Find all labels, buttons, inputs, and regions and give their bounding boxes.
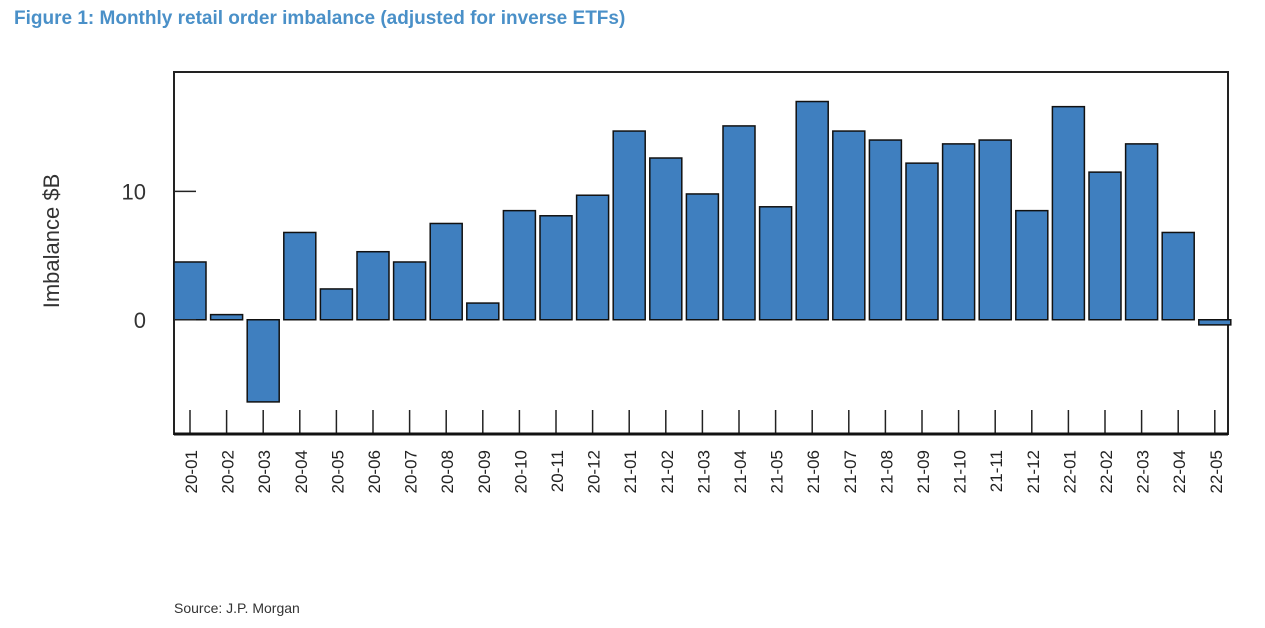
x-tick-label: 20-09 [475, 450, 494, 493]
source-note: Source: J.P. Morgan [174, 600, 300, 616]
bar-20-07 [392, 261, 427, 321]
bar-20-05 [319, 288, 354, 321]
bar-21-10 [941, 143, 976, 321]
bar-22-03 [1124, 143, 1159, 321]
x-tick-label: 20-08 [438, 450, 457, 493]
x-tick-label: 20-12 [585, 450, 604, 493]
x-tick-label: 20-10 [511, 450, 530, 493]
y-tick-label: 0 [134, 308, 146, 333]
x-tick-label: 21-01 [621, 450, 640, 493]
bar-20-06 [356, 250, 390, 321]
bar-21-04 [722, 125, 756, 321]
bar-22-05 [1198, 319, 1232, 326]
x-tick-label: 21-03 [694, 450, 713, 493]
bar-21-02 [649, 157, 683, 321]
bar-21-05 [758, 206, 793, 321]
bar-21-07 [832, 130, 866, 321]
x-tick-label: 22-01 [1060, 450, 1079, 493]
bar-20-02 [209, 313, 244, 321]
x-tick-label: 21-07 [841, 450, 860, 493]
x-tick-label: 21-08 [877, 450, 896, 493]
x-tick-label: 20-02 [219, 450, 238, 493]
bar-21-08 [868, 139, 903, 321]
x-tick-label: 20-07 [402, 450, 421, 493]
x-tick-label: 21-09 [914, 450, 933, 493]
y-axis-label: Imbalance $B [39, 174, 64, 309]
bar-22-02 [1088, 171, 1122, 321]
figure-title: Figure 1: Monthly retail order imbalance… [14, 8, 626, 29]
x-tick-label: 22-02 [1097, 450, 1116, 493]
bar-20-11 [539, 215, 573, 321]
bar-21-01 [612, 130, 646, 321]
bar-22-04 [1161, 231, 1195, 321]
x-tick-label: 20-05 [328, 450, 347, 493]
x-tick-label: 20-11 [548, 450, 567, 492]
bar-20-08 [429, 222, 463, 321]
x-tick-label: 22-05 [1207, 450, 1226, 493]
bar-21-12 [1015, 209, 1049, 321]
bar-20-04 [283, 231, 317, 321]
x-tick-label: 20-01 [182, 450, 201, 493]
bar-20-09 [466, 302, 500, 321]
x-tick-label: 21-10 [951, 450, 970, 493]
y-tick-label: 10 [122, 179, 146, 204]
bar-20-03 [246, 319, 280, 403]
x-tick-label: 21-02 [658, 450, 677, 493]
x-tick-label: 20-03 [255, 450, 274, 493]
x-tick-label: 21-05 [768, 450, 787, 493]
bar-20-10 [502, 209, 537, 321]
bar-21-03 [685, 193, 720, 321]
bar-21-06 [795, 100, 829, 321]
x-tick-label: 21-12 [1024, 450, 1043, 493]
x-tick-label: 22-04 [1170, 450, 1189, 493]
bar-21-09 [905, 162, 939, 321]
x-tick-label: 20-04 [292, 450, 311, 493]
x-tick-label: 20-06 [365, 450, 384, 493]
x-tick-label: 22-03 [1134, 450, 1153, 493]
x-tick-label: 21-04 [731, 450, 750, 493]
bar-20-12 [575, 194, 610, 321]
bar-21-11 [978, 139, 1012, 321]
x-tick-label: 21-11 [987, 450, 1006, 492]
bar-20-01 [173, 261, 207, 321]
bar-22-01 [1051, 105, 1086, 321]
x-tick-label: 21-06 [804, 450, 823, 493]
